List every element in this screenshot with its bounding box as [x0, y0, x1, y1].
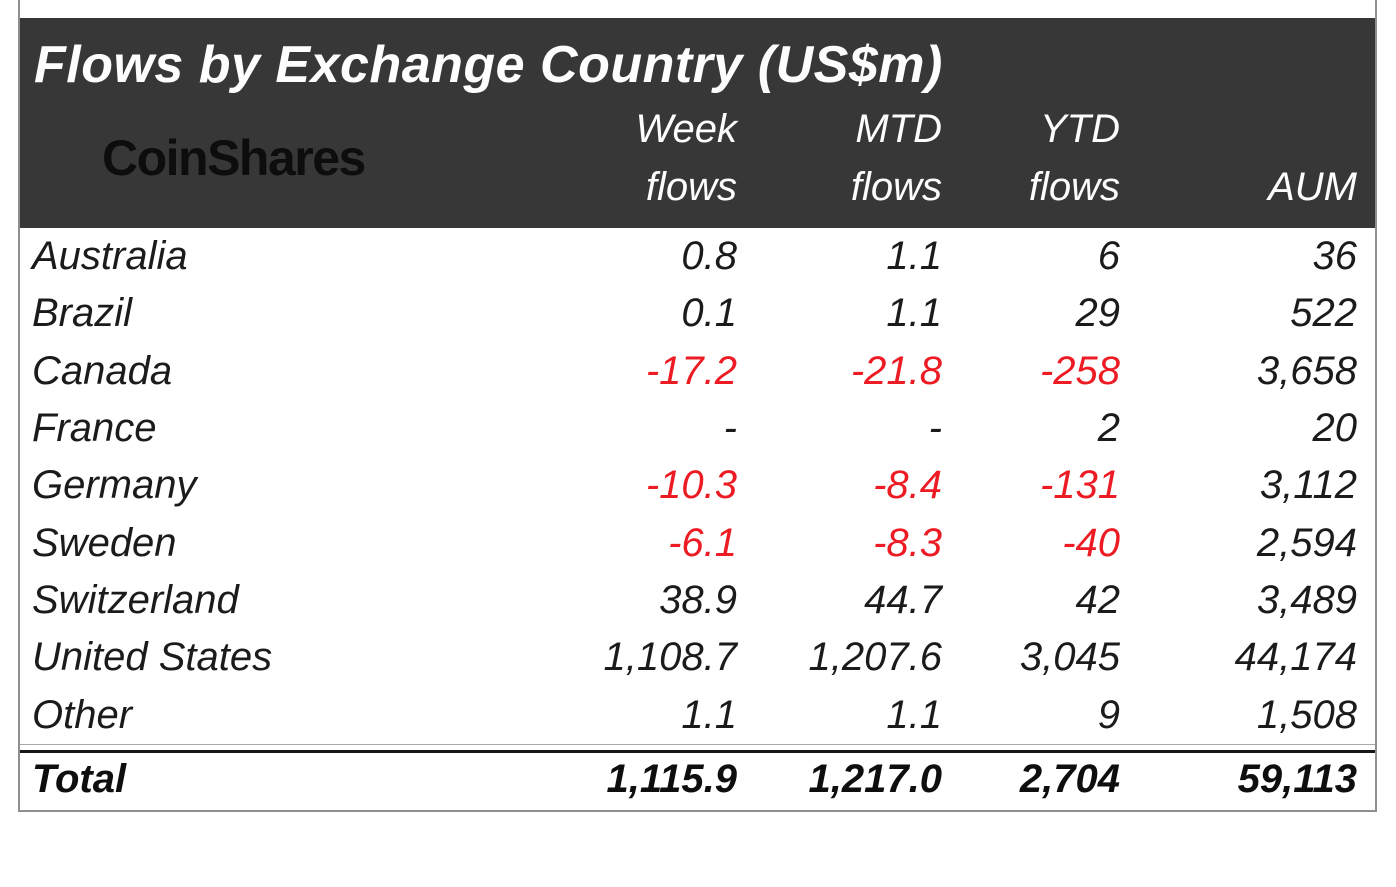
- total-label: Total: [32, 756, 127, 801]
- table-row-switzerland: Switzerland 38.9 44.7 42 3,489: [20, 572, 1375, 629]
- mtd-flows-value: 1.1: [886, 692, 942, 737]
- column-header-line: [1120, 100, 1357, 158]
- table-header: Flows by Exchange Country (US$m) CoinSha…: [20, 18, 1375, 228]
- mtd-flows-value: -: [928, 406, 942, 451]
- ytd-flows-value: -131: [1039, 463, 1120, 508]
- table-row-brazil: Brazil 0.1 1.1 29 522: [20, 285, 1375, 342]
- country-label: Canada: [32, 348, 173, 393]
- week-flows-value: 1,108.7: [603, 635, 737, 680]
- ytd-flows-value: 29: [1075, 291, 1121, 336]
- flows-table-frame: Flows by Exchange Country (US$m) CoinSha…: [18, 0, 1377, 812]
- mtd-flows-value: 1.1: [886, 291, 942, 336]
- total-week-flows-value: 1,115.9: [606, 756, 738, 801]
- mtd-flows-value: -8.4: [873, 463, 942, 508]
- week-flows-value: -: [723, 406, 737, 451]
- country-label: France: [32, 406, 157, 451]
- column-header-week-flows: Week flows: [457, 100, 737, 216]
- table-row-australia: Australia 0.8 1.1 6 36: [20, 228, 1375, 285]
- column-header-line: MTD: [855, 107, 942, 151]
- country-label: Sweden: [32, 520, 177, 565]
- column-header-line: flows: [645, 165, 737, 209]
- total-aum-value: 59,113: [1237, 756, 1357, 801]
- ytd-flows-value: -40: [1062, 520, 1120, 565]
- ytd-flows-value: -258: [1039, 348, 1120, 393]
- table-row-germany: Germany -10.3 -8.4 -131 3,112: [20, 457, 1375, 514]
- column-header-aum: AUM: [1120, 100, 1357, 216]
- column-header-line: Week: [635, 107, 737, 151]
- country-label: Brazil: [32, 291, 133, 336]
- aum-value: 3,658: [1256, 348, 1357, 393]
- aum-value: 522: [1290, 291, 1357, 336]
- column-header-line: AUM: [1268, 165, 1357, 209]
- total-mtd-flows-value: 1,217.0: [808, 756, 942, 801]
- table-row-total: Total 1,115.9 1,217.0 2,704 59,113: [20, 749, 1375, 806]
- country-label: Australia: [32, 234, 188, 279]
- aum-value: 36: [1312, 234, 1358, 279]
- column-header-mtd-flows: MTD flows: [737, 100, 942, 216]
- mtd-flows-value: -21.8: [850, 348, 942, 393]
- aum-value: 2,594: [1256, 520, 1357, 565]
- country-label: Germany: [32, 463, 197, 508]
- aum-value: 20: [1312, 406, 1358, 451]
- column-header-row: CoinShares Week flows MTD flows YTD flow…: [20, 94, 1375, 216]
- table-row-united-states: United States 1,108.7 1,207.6 3,045 44,1…: [20, 629, 1375, 686]
- table-row-canada: Canada -17.2 -21.8 -258 3,658: [20, 343, 1375, 400]
- table-title: Flows by Exchange Country (US$m): [34, 36, 943, 94]
- table-row-sweden: Sweden -6.1 -8.3 -40 2,594: [20, 514, 1375, 571]
- country-label: United States: [32, 635, 273, 680]
- column-header-line: flows: [1028, 165, 1120, 209]
- coinshares-logo: CoinShares: [102, 130, 366, 186]
- ytd-flows-value: 42: [1075, 577, 1121, 622]
- table-row-other: Other 1.1 1.1 9 1,508: [20, 686, 1375, 743]
- column-header-ytd-flows: YTD flows: [942, 100, 1120, 216]
- column-header-line: flows: [850, 165, 942, 209]
- country-label: Switzerland: [32, 577, 239, 622]
- mtd-flows-value: 1.1: [886, 234, 942, 279]
- ytd-flows-value: 3,045: [1019, 635, 1120, 680]
- week-flows-value: -6.1: [668, 520, 737, 565]
- table-row-france: France - - 2 20: [20, 400, 1375, 457]
- ytd-flows-value: 6: [1097, 234, 1120, 279]
- ytd-flows-value: 2: [1097, 406, 1120, 451]
- week-flows-value: 38.9: [659, 577, 737, 622]
- column-header-line: YTD: [1040, 107, 1120, 151]
- aum-value: 44,174: [1234, 635, 1357, 680]
- country-label: Other: [32, 692, 133, 737]
- ytd-flows-value: 9: [1097, 692, 1120, 737]
- total-ytd-flows-value: 2,704: [1019, 756, 1120, 801]
- week-flows-value: -17.2: [645, 348, 737, 393]
- aum-value: 1,508: [1256, 692, 1357, 737]
- week-flows-value: 1.1: [681, 692, 737, 737]
- aum-value: 3,112: [1259, 463, 1357, 508]
- mtd-flows-value: 44.7: [864, 577, 942, 622]
- week-flows-value: 0.1: [681, 291, 737, 336]
- aum-value: 3,489: [1256, 577, 1357, 622]
- week-flows-value: 0.8: [681, 234, 737, 279]
- week-flows-value: -10.3: [645, 463, 737, 508]
- table-body: Australia 0.8 1.1 6 36 Brazil 0.1 1.1 29…: [20, 228, 1375, 745]
- mtd-flows-value: -8.3: [873, 520, 942, 565]
- mtd-flows-value: 1,207.6: [808, 635, 942, 680]
